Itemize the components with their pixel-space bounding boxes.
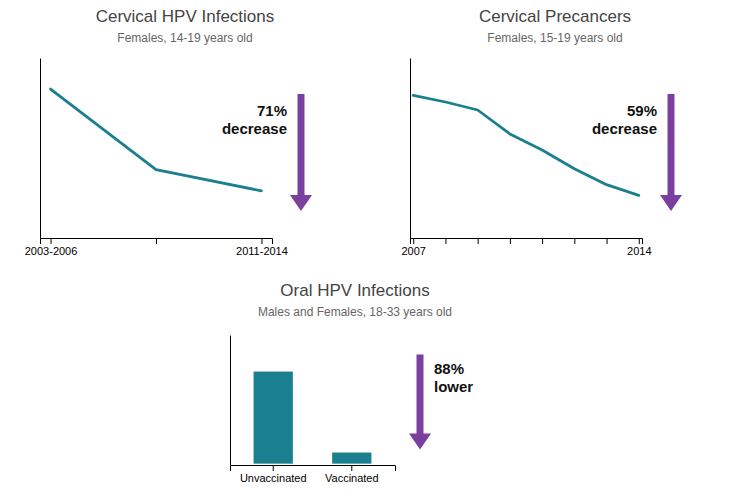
- annotation: decrease: [222, 120, 287, 137]
- x-tick: 2011-2014: [236, 238, 288, 257]
- x-tick-mark: [51, 238, 52, 244]
- arrow-head: [290, 195, 312, 211]
- x-tick: [607, 238, 608, 244]
- x-tick-mark: [156, 238, 157, 244]
- arrow: [409, 355, 431, 450]
- x-tick: 2003-2006: [25, 238, 78, 257]
- arrow-shaft: [417, 355, 424, 436]
- x-tick-mark: [639, 238, 640, 244]
- arrow-shaft: [298, 94, 305, 197]
- x-axis: 2003-2006 2011-2014: [25, 238, 288, 257]
- annotation: lower: [434, 378, 473, 395]
- y-axis: [410, 59, 411, 239]
- x-tick: [478, 238, 479, 244]
- x-axis-line: [231, 466, 396, 472]
- bar: [254, 372, 293, 464]
- x-tick-label: 2003-2006: [25, 245, 78, 257]
- x-tick: Vaccinated: [325, 465, 379, 484]
- x-tick-mark: [510, 238, 511, 244]
- annotation: 59%: [627, 102, 657, 119]
- arrow-head: [409, 433, 431, 449]
- x-tick-mark: [445, 238, 446, 244]
- y-axis: [230, 336, 231, 466]
- x-tick: [542, 238, 543, 244]
- annotation: decrease: [592, 120, 657, 137]
- x-tick-mark: [542, 238, 543, 244]
- arrow-shaft: [668, 94, 675, 197]
- x-tick-label: 2014: [627, 245, 651, 257]
- arrow: [660, 94, 682, 211]
- chart-title: Cervical Precancers: [479, 7, 631, 26]
- plot: Unvaccinated Vaccinated 88%lower: [231, 336, 474, 484]
- plot: 2007 2014 59%decrease: [401, 59, 682, 257]
- x-tick: [156, 238, 157, 244]
- x-tick-label: Vaccinated: [325, 472, 379, 484]
- x-tick-label: 2007: [401, 245, 425, 257]
- annotation: 71%: [257, 102, 287, 119]
- x-tick-mark: [413, 238, 414, 244]
- x-tick-mark: [351, 465, 352, 471]
- y-axis-line: [230, 336, 231, 466]
- x-tick-label: Unvaccinated: [240, 472, 307, 484]
- marks: [51, 89, 262, 191]
- x-axis-line: [41, 239, 273, 245]
- x-axis-line: [411, 239, 643, 245]
- marks: [254, 372, 372, 464]
- chart-title: Oral HPV Infections: [280, 281, 429, 300]
- x-tick: 2007: [401, 238, 425, 257]
- y-axis-line: [40, 59, 41, 239]
- x-tick-label: 2011-2014: [236, 245, 288, 257]
- x-tick: [510, 238, 511, 244]
- chart-subtitle: Females, 15-19 years old: [487, 31, 622, 45]
- x-axis: 2007 2014: [401, 238, 651, 257]
- x-tick: Unvaccinated: [240, 465, 307, 484]
- line: [413, 95, 639, 195]
- x-tick: [445, 238, 446, 244]
- chart-subtitle: Females, 14-19 years old: [117, 31, 252, 45]
- x-tick-mark: [574, 238, 575, 244]
- chart-title: Cervical HPV Infections: [96, 7, 275, 26]
- x-tick-mark: [478, 238, 479, 244]
- x-tick: [574, 238, 575, 244]
- arrow: [290, 94, 312, 211]
- x-tick-mark: [607, 238, 608, 244]
- figure: Cervical HPV Infections Females, 14-19 ye…: [0, 0, 739, 498]
- marks: [413, 95, 639, 195]
- x-tick: 2014: [627, 238, 651, 257]
- y-axis-line: [410, 59, 411, 239]
- bar: [332, 453, 371, 464]
- x-axis: Unvaccinated Vaccinated: [231, 465, 396, 484]
- x-tick-mark: [273, 465, 274, 471]
- plot: 2003-2006 2011-2014 71%decrease: [25, 59, 312, 257]
- x-tick-mark: [261, 238, 262, 244]
- annotation: 88%: [434, 360, 464, 377]
- y-axis: [40, 59, 41, 239]
- arrow-head: [660, 195, 682, 211]
- chart-subtitle: Males and Females, 18-33 years old: [258, 305, 452, 319]
- line: [51, 89, 262, 191]
